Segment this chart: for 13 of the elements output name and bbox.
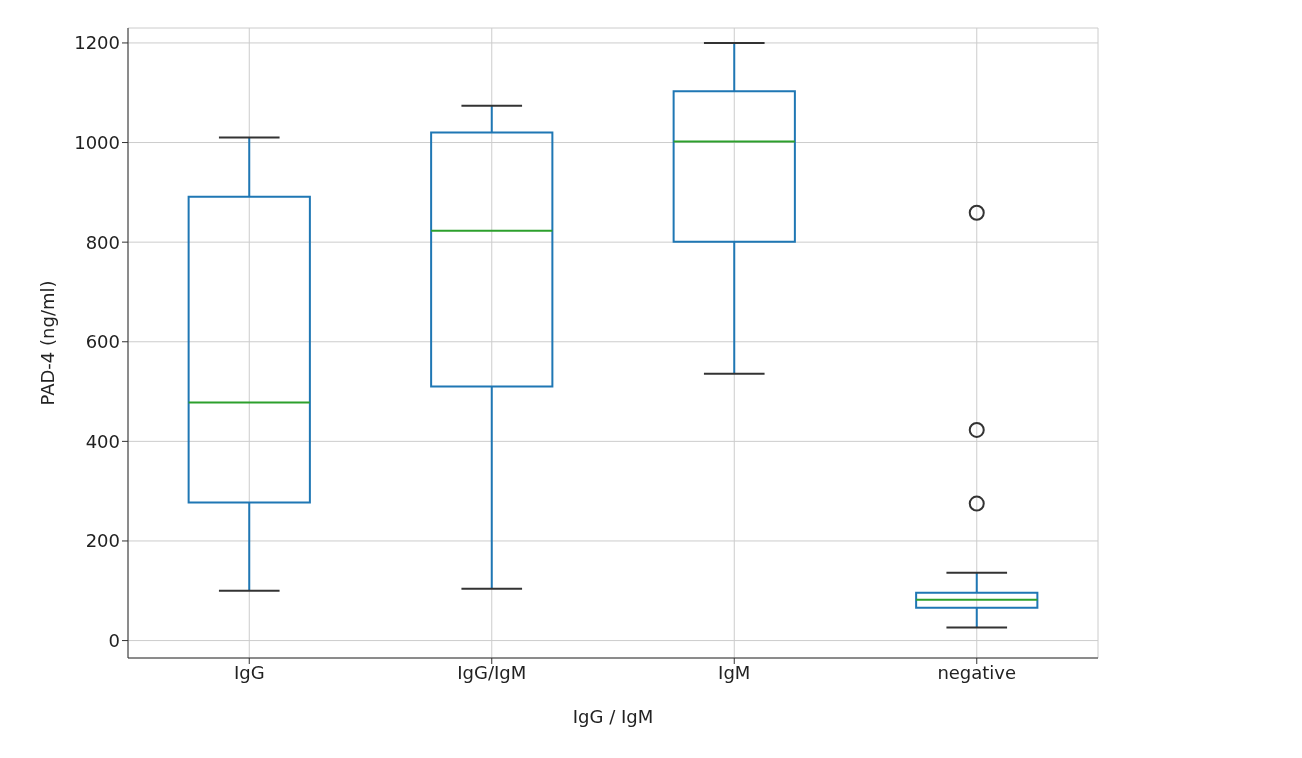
y-tick-label: 200 <box>85 530 120 552</box>
y-tick-label: 400 <box>85 430 120 452</box>
x-tick-label: IgG <box>233 661 265 683</box>
x-axis-title: IgG / IgM <box>572 706 654 727</box>
y-axis-title: PAD-4 (ng/ml) <box>37 280 59 406</box>
y-tick-label: 0 <box>108 629 120 651</box>
y-tick-label: 1000 <box>74 131 120 153</box>
x-tick-label: negative <box>937 661 1017 683</box>
x-tick-label: IgG/IgM <box>457 661 527 683</box>
y-tick-label: 1200 <box>74 32 120 54</box>
y-tick-label: 600 <box>85 331 120 353</box>
x-tick-label: IgM <box>718 661 751 683</box>
y-tick-label: 800 <box>85 231 120 253</box>
